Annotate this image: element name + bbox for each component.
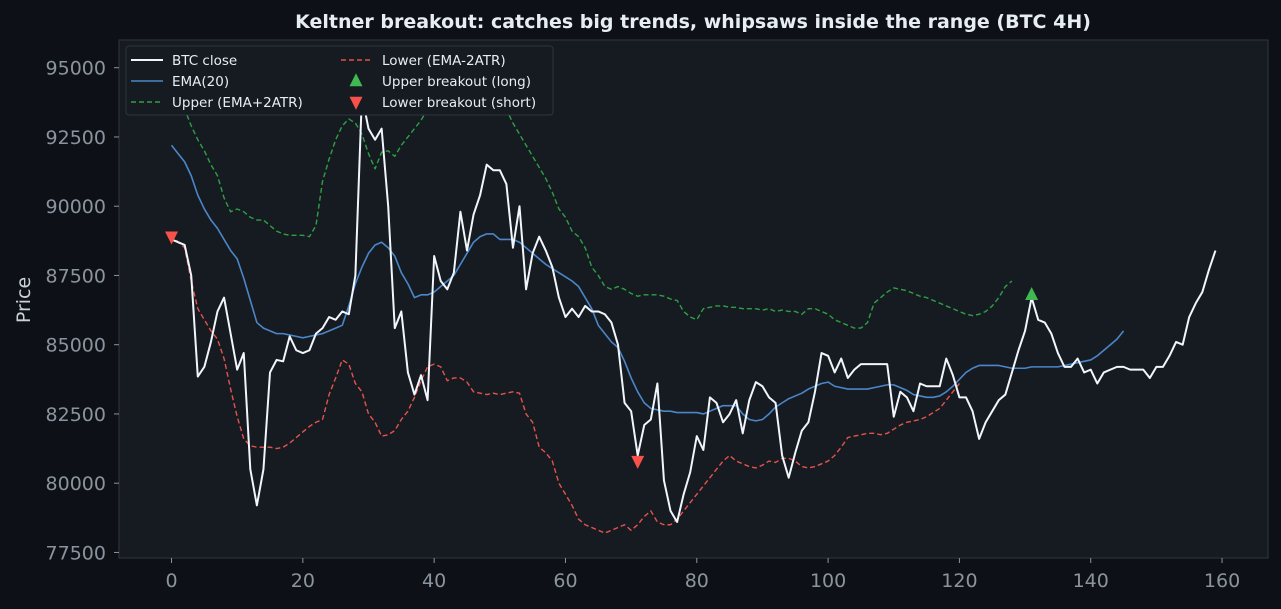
close-line <box>171 94 1217 523</box>
legend: BTC close EMA(20) Upper (EMA+2ATR) Lower (E… <box>125 45 554 116</box>
y-tick-label: 95000 <box>46 58 106 80</box>
legend-label: Upper breakout (long) <box>382 74 531 90</box>
x-tick-label: 40 <box>422 570 446 592</box>
legend-swatch <box>349 73 363 87</box>
plot-area <box>118 39 1269 559</box>
y-tick-label: 80000 <box>46 473 106 495</box>
legend-label: Upper (EMA+2ATR) <box>172 95 303 111</box>
legend-label: EMA(20) <box>172 74 229 90</box>
marker-layer <box>165 231 1039 469</box>
legend-swatch <box>349 96 363 110</box>
ema-line <box>170 144 1125 422</box>
legend-item: Lower breakout (short) <box>349 95 536 111</box>
x-tick-label: 160 <box>1204 570 1240 592</box>
x-tick-label: 140 <box>1073 570 1109 592</box>
y-axis-label: Price <box>13 277 35 323</box>
short-breakout-marker <box>631 455 645 469</box>
legend-item: Upper breakout (long) <box>349 73 531 90</box>
long-breakout-marker <box>1025 287 1039 301</box>
legend-label: Lower breakout (short) <box>382 95 536 111</box>
legend-item: Upper (EMA+2ATR) <box>131 95 303 111</box>
short-breakout-marker <box>165 231 179 245</box>
y-tick-label: 85000 <box>46 335 106 357</box>
y-axis-ticks: 77500 80000 82500 85000 87500 90000 92500 95000 <box>46 58 119 564</box>
legend-label: Lower (EMA-2ATR) <box>382 53 506 69</box>
legend-item: Lower (EMA-2ATR) <box>341 53 506 69</box>
legend-item: EMA(20) <box>131 74 229 90</box>
y-tick-label: 92500 <box>46 127 106 149</box>
x-tick-label: 120 <box>941 570 977 592</box>
x-axis-ticks: 0 20 40 60 80 100 120 140 160 <box>165 558 1240 592</box>
legend-box <box>125 45 554 116</box>
x-tick-label: 20 <box>291 570 315 592</box>
series-layer <box>170 67 1217 534</box>
legend-label: BTC close <box>172 53 237 69</box>
x-tick-label: 60 <box>553 570 577 592</box>
y-tick-label: 82500 <box>46 404 106 426</box>
y-tick-label: 77500 <box>46 542 106 564</box>
y-tick-label: 87500 <box>46 265 106 287</box>
y-tick-label: 90000 <box>46 196 106 218</box>
x-tick-label: 100 <box>810 570 846 592</box>
upper-band-line <box>170 67 1013 329</box>
chart-title: Keltner breakout: catches big trends, wh… <box>295 11 1091 33</box>
lower-band-line <box>170 233 960 534</box>
x-tick-label: 80 <box>685 570 709 592</box>
legend-item: BTC close <box>131 53 237 69</box>
x-tick-label: 0 <box>165 570 177 592</box>
